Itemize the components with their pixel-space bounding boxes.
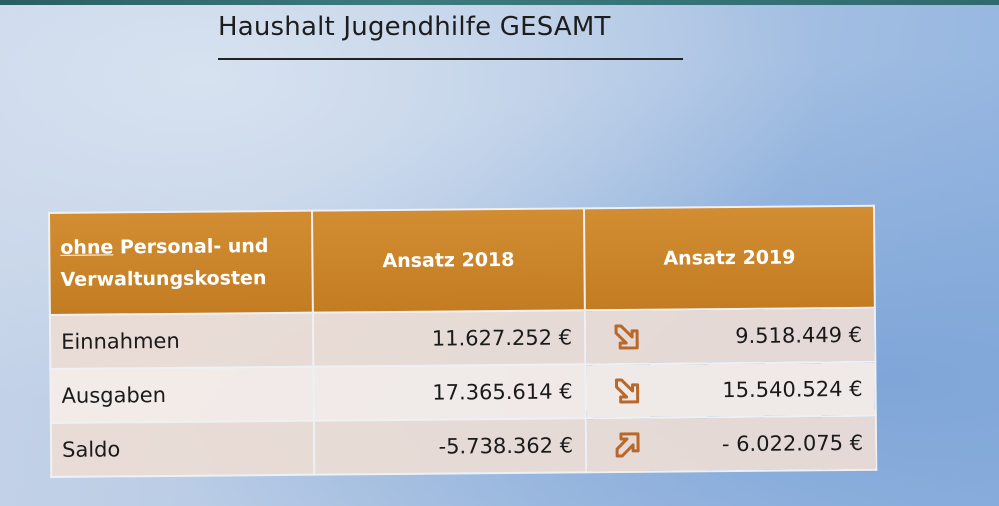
value-2018-ausgaben: 17.365.614 € xyxy=(313,364,586,421)
header-label-cell: ohne Personal- und Verwaltungskosten xyxy=(49,210,313,315)
header-ansatz-2019: Ansatz 2019 xyxy=(583,205,875,311)
cell-2019-ausgaben: 15.540.524 € xyxy=(585,361,876,419)
arrow-down-right-icon xyxy=(614,378,640,404)
value-2019-saldo: - 6.022.075 € xyxy=(721,430,864,457)
header-label-line1: Personal- und xyxy=(113,235,269,259)
row-label-saldo: Saldo xyxy=(50,420,315,477)
header-ansatz-2018: Ansatz 2018 xyxy=(311,208,585,313)
cell-2019-saldo: - 6.022.075 € xyxy=(585,415,877,473)
slide-top-edge xyxy=(0,0,999,5)
header-label-underlined: ohne xyxy=(60,236,114,259)
arrow-down-right-icon xyxy=(614,324,639,350)
slide-title: Haushalt Jugendhilfe GESAMT xyxy=(218,12,611,42)
title-underline xyxy=(218,58,683,60)
row-label-ausgaben: Ausgaben xyxy=(50,366,314,423)
value-2019-ausgaben: 15.540.524 € xyxy=(722,376,863,403)
budget-table: ohne Personal- und Verwaltungskosten Ans… xyxy=(48,205,877,478)
value-2018-saldo: -5.738.362 € xyxy=(313,418,587,475)
row-label-einnahmen: Einnahmen xyxy=(49,312,314,369)
cell-2019-einnahmen: 9.518.449 € xyxy=(584,307,876,365)
value-2019-einnahmen: 9.518.449 € xyxy=(735,322,863,349)
value-2018-einnahmen: 11.627.252 € xyxy=(312,310,586,367)
table-row: Saldo -5.738.362 € - 6.022.075 € xyxy=(50,415,877,477)
arrow-up-right-icon xyxy=(615,432,640,458)
table-header-row: ohne Personal- und Verwaltungskosten Ans… xyxy=(49,205,875,315)
table-row: Einnahmen 11.627.252 € 9.518.449 € xyxy=(49,307,876,369)
table-row: Ausgaben 17.365.614 € 15.540.524 € xyxy=(50,361,876,423)
header-label-line2: Verwaltungskosten xyxy=(60,267,267,291)
